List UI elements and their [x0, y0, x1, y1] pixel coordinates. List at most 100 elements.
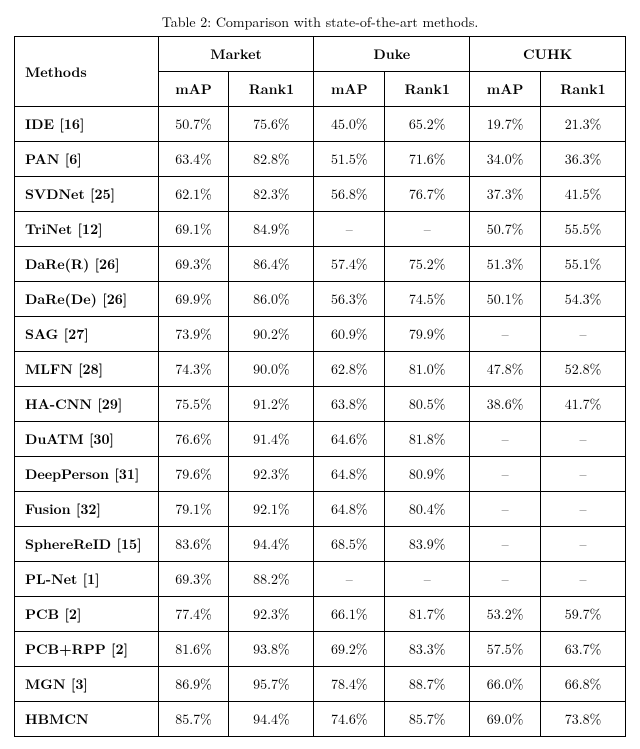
value-cell: 76.6% [158, 422, 229, 457]
value-cell: – [470, 562, 541, 597]
value-cell: 21.3% [540, 107, 625, 142]
value-cell: 83.6% [158, 527, 229, 562]
value-cell: – [470, 422, 541, 457]
value-cell: 63.7% [540, 632, 625, 667]
sub-header: Rank1 [385, 72, 470, 107]
value-cell: 73.9% [158, 317, 229, 352]
value-cell: 63.8% [314, 387, 385, 422]
value-cell: – [540, 527, 625, 562]
sub-header: Rank1 [540, 72, 625, 107]
value-cell: 41.7% [540, 387, 625, 422]
table-row: Fusion [32]79.1%92.1%64.8%80.4%–– [15, 492, 626, 527]
value-cell: 52.8% [540, 352, 625, 387]
method-cell: DeepPerson [31] [15, 457, 159, 492]
value-cell: – [540, 492, 625, 527]
value-cell: – [385, 212, 470, 247]
value-cell: 92.3% [229, 457, 314, 492]
value-cell: 38.6% [470, 387, 541, 422]
value-cell: 80.4% [385, 492, 470, 527]
value-cell: 36.3% [540, 142, 625, 177]
value-cell: 34.0% [470, 142, 541, 177]
table-row: PAN [6]63.4%82.8%51.5%71.6%34.0%36.3% [15, 142, 626, 177]
method-cell: HBMCN [15, 702, 159, 737]
group-header-duke: Duke [314, 37, 470, 72]
value-cell: 85.7% [385, 702, 470, 737]
table-row: SVDNet [25]62.1%82.3%56.8%76.7%37.3%41.5… [15, 177, 626, 212]
value-cell: 53.2% [470, 597, 541, 632]
value-cell: 64.8% [314, 492, 385, 527]
value-cell: 50.7% [470, 212, 541, 247]
method-cell: DaRe(De) [26] [15, 282, 159, 317]
value-cell: 66.8% [540, 667, 625, 702]
value-cell: 80.5% [385, 387, 470, 422]
value-cell: 81.0% [385, 352, 470, 387]
value-cell: 93.8% [229, 632, 314, 667]
table-row: HA-CNN [29]75.5%91.2%63.8%80.5%38.6%41.7… [15, 387, 626, 422]
table-row: DaRe(De) [26]69.9%86.0%56.3%74.5%50.1%54… [15, 282, 626, 317]
method-cell: SphereReID [15] [15, 527, 159, 562]
value-cell: 77.4% [158, 597, 229, 632]
value-cell: 74.5% [385, 282, 470, 317]
method-cell: TriNet [12] [15, 212, 159, 247]
value-cell: 37.3% [470, 177, 541, 212]
table-head: Methods Market Duke CUHK mAP Rank1 mAP R… [15, 37, 626, 107]
value-cell: 81.8% [385, 422, 470, 457]
sub-header: mAP [470, 72, 541, 107]
value-cell: 62.1% [158, 177, 229, 212]
value-cell: 57.4% [314, 247, 385, 282]
value-cell: 85.7% [158, 702, 229, 737]
value-cell: 19.7% [470, 107, 541, 142]
value-cell: 51.5% [314, 142, 385, 177]
value-cell: 63.4% [158, 142, 229, 177]
group-header-cuhk: CUHK [470, 37, 626, 72]
value-cell: 50.7% [158, 107, 229, 142]
method-cell: MLFN [28] [15, 352, 159, 387]
method-cell: SAG [27] [15, 317, 159, 352]
value-cell: 94.4% [229, 702, 314, 737]
value-cell: 41.5% [540, 177, 625, 212]
value-cell: 56.3% [314, 282, 385, 317]
value-cell: 84.9% [229, 212, 314, 247]
method-cell: Fusion [32] [15, 492, 159, 527]
value-cell: 68.5% [314, 527, 385, 562]
value-cell: 76.7% [385, 177, 470, 212]
value-cell: 66.0% [470, 667, 541, 702]
value-cell: 57.5% [470, 632, 541, 667]
comparison-table: Methods Market Duke CUHK mAP Rank1 mAP R… [14, 36, 626, 737]
value-cell: 81.6% [158, 632, 229, 667]
value-cell: 75.6% [229, 107, 314, 142]
group-header-market: Market [158, 37, 314, 72]
value-cell: 55.1% [540, 247, 625, 282]
value-cell: – [314, 212, 385, 247]
value-cell: 82.8% [229, 142, 314, 177]
table-body: IDE [16]50.7%75.6%45.0%65.2%19.7%21.3%PA… [15, 107, 626, 737]
value-cell: 86.4% [229, 247, 314, 282]
table-row: MLFN [28]74.3%90.0%62.8%81.0%47.8%52.8% [15, 352, 626, 387]
method-cell: DuATM [30] [15, 422, 159, 457]
value-cell: 55.5% [540, 212, 625, 247]
sub-header: Rank1 [229, 72, 314, 107]
value-cell: 69.3% [158, 247, 229, 282]
value-cell: 69.3% [158, 562, 229, 597]
table-row: DeepPerson [31]79.6%92.3%64.8%80.9%–– [15, 457, 626, 492]
table-row: TriNet [12]69.1%84.9%––50.7%55.5% [15, 212, 626, 247]
value-cell: 88.7% [385, 667, 470, 702]
value-cell: 60.9% [314, 317, 385, 352]
value-cell: 75.2% [385, 247, 470, 282]
method-cell: IDE [16] [15, 107, 159, 142]
value-cell: 92.1% [229, 492, 314, 527]
value-cell: – [470, 527, 541, 562]
sub-header: mAP [314, 72, 385, 107]
value-cell: 66.1% [314, 597, 385, 632]
value-cell: 81.7% [385, 597, 470, 632]
value-cell: – [540, 457, 625, 492]
table-row: HBMCN85.7%94.4%74.6%85.7%69.0%73.8% [15, 702, 626, 737]
value-cell: 69.1% [158, 212, 229, 247]
value-cell: 62.8% [314, 352, 385, 387]
value-cell: 64.8% [314, 457, 385, 492]
value-cell: – [470, 317, 541, 352]
method-cell: PAN [6] [15, 142, 159, 177]
value-cell: 50.1% [470, 282, 541, 317]
value-cell: – [385, 562, 470, 597]
table-row: PCB+RPP [2]81.6%93.8%69.2%83.3%57.5%63.7… [15, 632, 626, 667]
